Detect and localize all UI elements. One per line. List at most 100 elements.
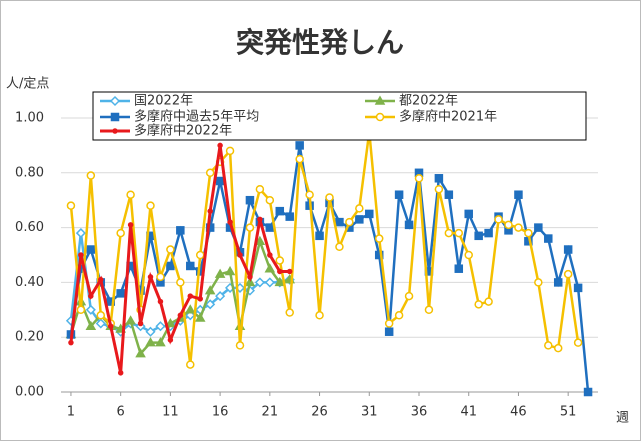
marker (157, 298, 164, 305)
marker (195, 250, 205, 260)
marker (227, 219, 233, 225)
marker (156, 272, 165, 282)
marker (583, 387, 593, 397)
marker (414, 174, 424, 183)
marker (553, 343, 563, 353)
marker (524, 228, 533, 238)
marker (85, 320, 97, 330)
marker (257, 216, 263, 223)
marker (177, 312, 184, 319)
y-tick-label: 0.00 (15, 385, 44, 400)
marker (117, 370, 124, 376)
marker (315, 231, 324, 241)
marker (573, 283, 583, 293)
marker (277, 268, 283, 275)
y-tick-label: 0.60 (15, 220, 44, 235)
marker (355, 204, 364, 213)
y-tick-label: 0.40 (15, 275, 44, 290)
x-tick-label: 46 (510, 405, 527, 420)
marker (254, 235, 266, 246)
legend-label: 都2022年 (399, 94, 458, 109)
marker (165, 317, 176, 328)
marker (365, 209, 374, 219)
x-tick-label: 26 (311, 405, 328, 420)
marker (127, 222, 134, 228)
marker (563, 269, 573, 279)
marker (215, 176, 225, 186)
marker (155, 337, 166, 347)
marker (394, 311, 404, 320)
marker (224, 265, 236, 276)
x-tick-label: 6 (117, 405, 125, 420)
marker (553, 278, 563, 287)
marker (68, 339, 74, 346)
marker (66, 201, 76, 210)
marker (116, 289, 125, 298)
marker (215, 291, 226, 302)
marker (96, 311, 106, 320)
marker (285, 212, 294, 221)
marker (544, 341, 553, 350)
marker (514, 223, 523, 232)
marker (454, 228, 464, 238)
marker (474, 231, 483, 241)
marker (86, 245, 96, 254)
marker (147, 274, 154, 280)
marker (404, 220, 414, 230)
legend-marker (374, 95, 386, 105)
marker (315, 311, 324, 320)
marker (274, 276, 286, 287)
marker (444, 228, 454, 238)
marker (135, 348, 146, 358)
marker (265, 195, 275, 205)
marker (424, 305, 434, 315)
marker (335, 217, 344, 227)
chart-title: 突発性発しん (236, 26, 404, 59)
x-tick-label: 11 (162, 405, 179, 420)
line (69, 131, 580, 365)
marker (563, 245, 573, 254)
marker (95, 318, 106, 329)
marker (194, 312, 206, 322)
x-tick-label: 16 (212, 405, 229, 420)
marker (404, 291, 414, 301)
marker (285, 308, 294, 317)
marker (247, 274, 253, 280)
marker (295, 154, 304, 164)
marker (434, 184, 444, 194)
legend-marker (109, 95, 121, 107)
marker (107, 323, 114, 329)
marker (444, 190, 454, 199)
marker (534, 278, 543, 287)
legend-box (92, 91, 587, 141)
marker (434, 174, 444, 183)
legend-label: 国2022年 (134, 94, 193, 109)
marker (166, 261, 175, 271)
marker (186, 360, 195, 369)
marker (295, 141, 304, 150)
x-tick-label: 21 (262, 405, 279, 420)
marker (264, 277, 275, 288)
marker (384, 327, 394, 336)
marker (145, 326, 156, 337)
y-tick-label: 1.00 (15, 111, 44, 126)
marker (275, 206, 285, 216)
marker (464, 250, 473, 260)
marker (335, 242, 344, 252)
marker (474, 300, 483, 309)
marker (184, 304, 196, 314)
marker (98, 276, 104, 283)
x-tick-label: 31 (361, 405, 378, 420)
x-tick-label: 1 (67, 405, 75, 420)
marker (205, 299, 216, 310)
x-tick-label: 41 (460, 405, 477, 420)
marker (454, 264, 464, 273)
x-tick-label: 51 (560, 405, 577, 420)
marker (166, 245, 175, 254)
marker (325, 193, 334, 202)
legend-marker (110, 112, 120, 122)
marker (504, 220, 513, 230)
marker (207, 208, 213, 214)
marker (186, 261, 195, 271)
